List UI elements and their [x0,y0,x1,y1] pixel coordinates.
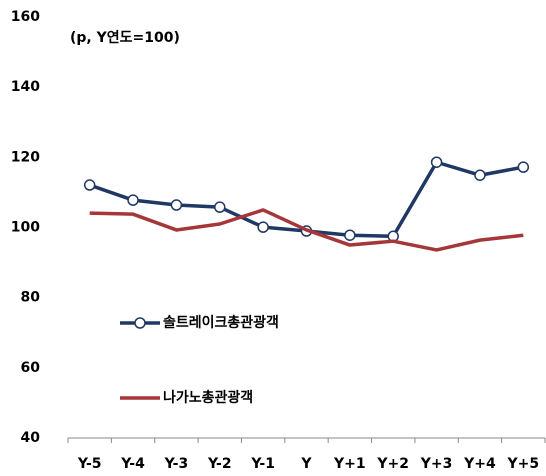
series-marker [474,169,486,181]
y-tick-label: 140 [11,79,40,95]
series-marker [214,201,226,213]
x-tick-label: Y+2 [376,456,409,472]
series-marker [344,229,356,241]
series-line [89,208,524,252]
series-marker [127,194,139,206]
y-tick-label: 100 [11,220,40,236]
x-tick-label: Y+3 [420,456,453,472]
x-tick-label: Y+5 [507,456,540,472]
x-tick-label: Y [300,456,312,472]
y-tick-label: 60 [21,360,41,376]
x-tick-label: Y-3 [164,456,189,472]
series-marker [170,199,183,211]
series-line [89,160,524,239]
x-tick-label: Y+4 [463,456,496,472]
x-tick-label: Y-2 [207,456,232,472]
x-tick-label: Y-5 [77,456,102,472]
legend-marker [134,317,146,329]
x-tick-label: Y+1 [333,456,366,472]
legend-label: 솔트레이크총관광객 [163,314,279,331]
series-marker [430,156,443,168]
x-tick-label: Y-1 [250,456,275,472]
y-tick-label: 80 [21,290,41,306]
x-tick-label: Y-4 [120,456,145,472]
series-marker [257,221,269,233]
series-marker [83,179,96,191]
y-tick-label: 40 [21,430,41,446]
series-marker [517,161,530,173]
legend-label: 나가노총관광객 [163,389,253,406]
y-tick-label: 160 [11,9,40,25]
y-tick-label: 120 [11,149,40,165]
annotation: (p, Y연도=100) [70,30,180,46]
